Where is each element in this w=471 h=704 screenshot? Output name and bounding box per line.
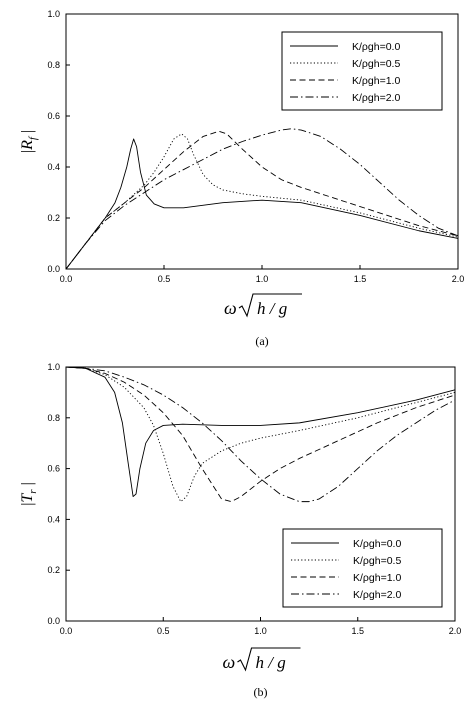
x-tick-label: 0.0 xyxy=(60,626,73,636)
y-tick-label: 1.0 xyxy=(47,9,60,19)
series-line-dotted xyxy=(65,133,459,270)
x-tick-label: 2.0 xyxy=(449,626,462,636)
sqrt-radical-sign xyxy=(238,293,302,318)
series-line-dash-dot xyxy=(65,128,459,270)
series-line-solid xyxy=(65,138,459,270)
x-tick-label: 2.0 xyxy=(452,274,465,284)
x-tick-label: 0.5 xyxy=(157,626,170,636)
series-line-solid xyxy=(65,366,456,497)
y-tick-label: 0.0 xyxy=(47,264,60,274)
y-axis-label: |Tr | xyxy=(19,482,39,506)
x-axis-label-hg: h / g xyxy=(256,653,286,672)
y-tick-label: 0.2 xyxy=(47,213,60,223)
x-tick-label: 0.0 xyxy=(60,274,73,284)
legend: K/ρgh=0.0 K/ρgh=0.5 K/ρgh=1.0 K/ρgh=2.0 xyxy=(281,31,443,111)
legend: K/ρgh=0.0 K/ρgh=0.5 K/ρgh=1.0 K/ρgh=2.0 xyxy=(282,528,443,608)
legend-entry-label: K/ρgh=2.0 xyxy=(352,92,400,104)
panel-caption: (a) xyxy=(255,334,268,348)
x-tick-label: 1.0 xyxy=(256,274,269,284)
legend-entry-label: K/ρgh=0.5 xyxy=(353,555,401,567)
legend-entry-label: K/ρgh=2.0 xyxy=(353,589,401,601)
y-tick-label: 0.2 xyxy=(47,565,60,575)
chart-panel-1: 0.0 0.5 1.0 1.5 2.0 0.0 0.2 0.4 0.6 0.8 1.0 K/ρgh=0… xyxy=(19,9,464,348)
series-line-dashed xyxy=(65,130,459,270)
sqrt-radical-sign xyxy=(237,647,301,672)
legend-entry-label: K/ρgh=1.0 xyxy=(352,75,400,87)
series-line-dotted xyxy=(65,366,456,503)
panel-caption: (b) xyxy=(254,685,268,699)
legend-entry-label: K/ρgh=1.0 xyxy=(353,572,401,584)
y-tick-label: 0.4 xyxy=(47,162,60,172)
y-tick-label: 1.0 xyxy=(47,362,60,372)
x-tick-label: 0.5 xyxy=(158,274,171,284)
y-tick-label: 0.4 xyxy=(47,514,60,524)
legend-entry-label: K/ρgh=0.0 xyxy=(353,538,401,550)
x-tick-label: 1.5 xyxy=(354,274,367,284)
x-axis-label: ω h / g xyxy=(224,293,302,318)
y-axis-label: |Rf | xyxy=(19,130,39,153)
series-line-dashed xyxy=(65,366,456,503)
legend-entry-label: K/ρgh=0.5 xyxy=(352,58,400,70)
y-tick-label: 0.6 xyxy=(47,464,60,474)
x-axis-label-hg: h / g xyxy=(257,299,287,318)
series-line-dash-dot xyxy=(65,366,456,503)
y-tick-label: 0.8 xyxy=(47,413,60,423)
y-tick-label: 0.6 xyxy=(47,111,60,121)
x-axis-label-omega: ω xyxy=(223,652,236,672)
x-tick-label: 1.5 xyxy=(351,626,364,636)
x-tick-label: 1.0 xyxy=(254,626,267,636)
chart-panel-2: 0.0 0.5 1.0 1.5 2.0 0.0 0.2 0.4 0.6 0.8 1.0 K/ρgh=0… xyxy=(19,362,461,699)
y-tick-label: 0.0 xyxy=(47,616,60,626)
x-axis-label-omega: ω xyxy=(224,298,237,318)
x-axis-label: ω h / g xyxy=(223,647,301,672)
legend-entry-label: K/ρgh=0.0 xyxy=(352,41,400,53)
y-tick-label: 0.8 xyxy=(47,60,60,70)
